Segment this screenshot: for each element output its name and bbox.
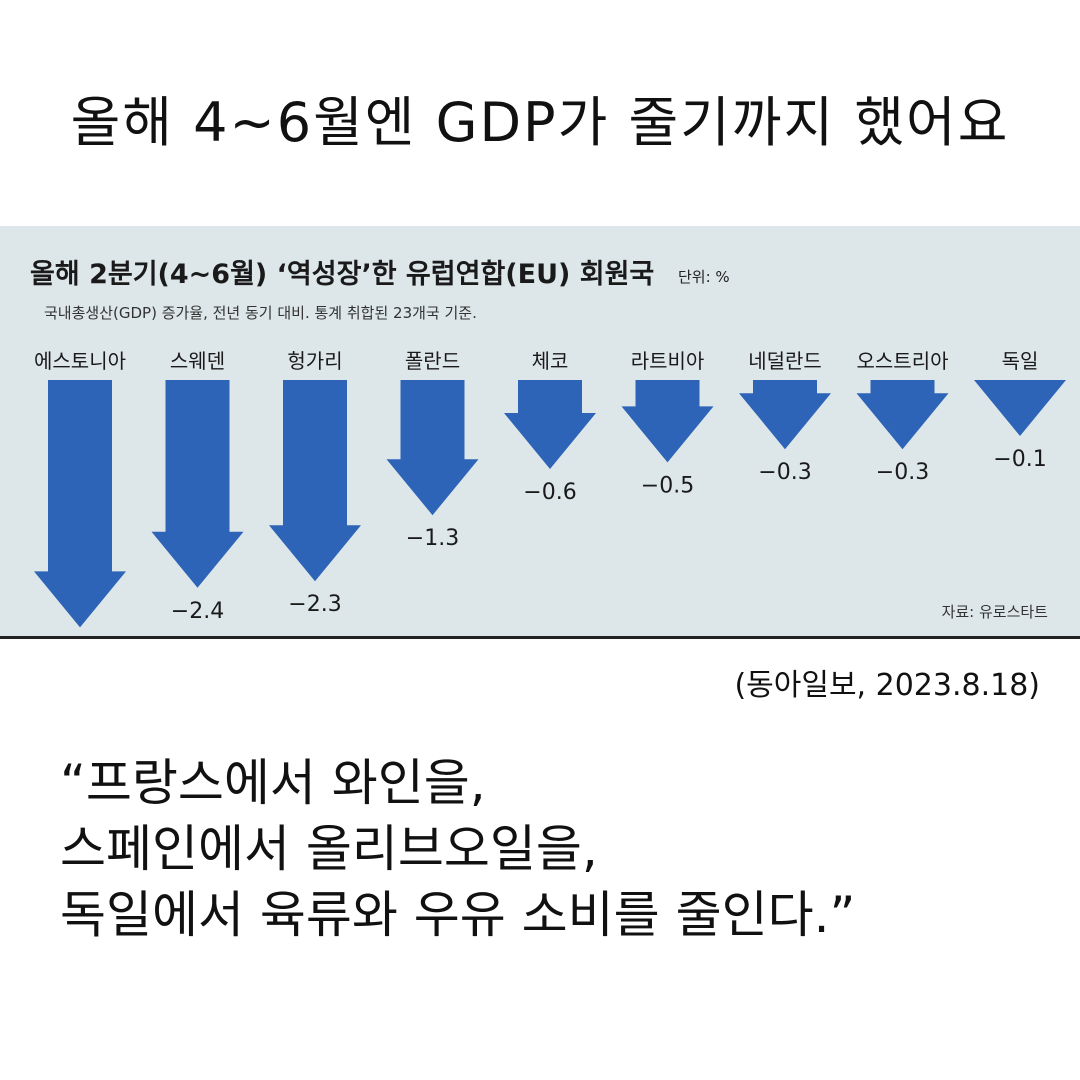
bar-arrow bbox=[34, 380, 126, 628]
category-label: 라트비아 bbox=[631, 349, 705, 373]
chart-svg: 에스토니아−3.0스웨덴−2.4헝가리−2.3폴란드−1.3체코−0.6라트비아… bbox=[34, 349, 1066, 628]
quote-line: “프랑스에서 와인을, bbox=[60, 754, 486, 812]
category-label: 에스토니아 bbox=[34, 349, 126, 373]
chart-panel: 에스토니아−3.0스웨덴−2.4헝가리−2.3폴란드−1.3체코−0.6라트비아… bbox=[0, 226, 1080, 639]
bar-arrow bbox=[504, 380, 596, 469]
chart-title: 올해 2분기(4~6월) ‘역성장’한 유럽연합(EU) 회원국 bbox=[30, 259, 655, 290]
citation: (동아일보, 2023.8.18) bbox=[734, 668, 1040, 703]
bar-arrow bbox=[739, 380, 831, 450]
category-label: 오스트리아 bbox=[857, 349, 949, 373]
value-label: −1.3 bbox=[406, 526, 459, 551]
bar-arrow bbox=[386, 380, 479, 516]
bar-arrow bbox=[856, 380, 949, 450]
category-label: 스웨덴 bbox=[170, 349, 225, 373]
value-label: −0.1 bbox=[993, 447, 1046, 472]
category-label: 독일 bbox=[1002, 349, 1039, 373]
value-label: −0.6 bbox=[523, 480, 576, 505]
value-label: −0.3 bbox=[876, 460, 929, 485]
bar-arrow bbox=[974, 380, 1066, 436]
category-label: 폴란드 bbox=[405, 349, 460, 373]
chart-source: 자료: 유로스타트 bbox=[941, 603, 1048, 621]
value-label: −2.4 bbox=[171, 599, 224, 624]
chart-unit: 단위: % bbox=[678, 268, 730, 286]
category-label: 체코 bbox=[532, 349, 569, 373]
value-label: −0.3 bbox=[758, 460, 811, 485]
category-label: 네덜란드 bbox=[748, 349, 822, 373]
chart-subtitle: 국내총생산(GDP) 증가율, 전년 동기 대비. 통계 취합된 23개국 기준… bbox=[44, 304, 477, 322]
value-label: −2.3 bbox=[288, 592, 341, 617]
bar-arrow bbox=[151, 380, 244, 588]
quote-line: 스페인에서 올리브오일을, bbox=[60, 820, 598, 878]
headline: 올해 4~6월엔 GDP가 줄기까지 했어요 bbox=[70, 91, 1010, 154]
value-label: −0.5 bbox=[641, 473, 694, 498]
bar-arrow bbox=[621, 380, 714, 463]
quote-line: 독일에서 육류와 우유 소비를 줄인다.” bbox=[60, 886, 856, 944]
bar-arrow bbox=[269, 380, 361, 582]
quote: “프랑스에서 와인을, 스페인에서 올리브오일을, 독일에서 육류와 우유 소비… bbox=[60, 750, 855, 948]
category-label: 헝가리 bbox=[287, 349, 342, 373]
